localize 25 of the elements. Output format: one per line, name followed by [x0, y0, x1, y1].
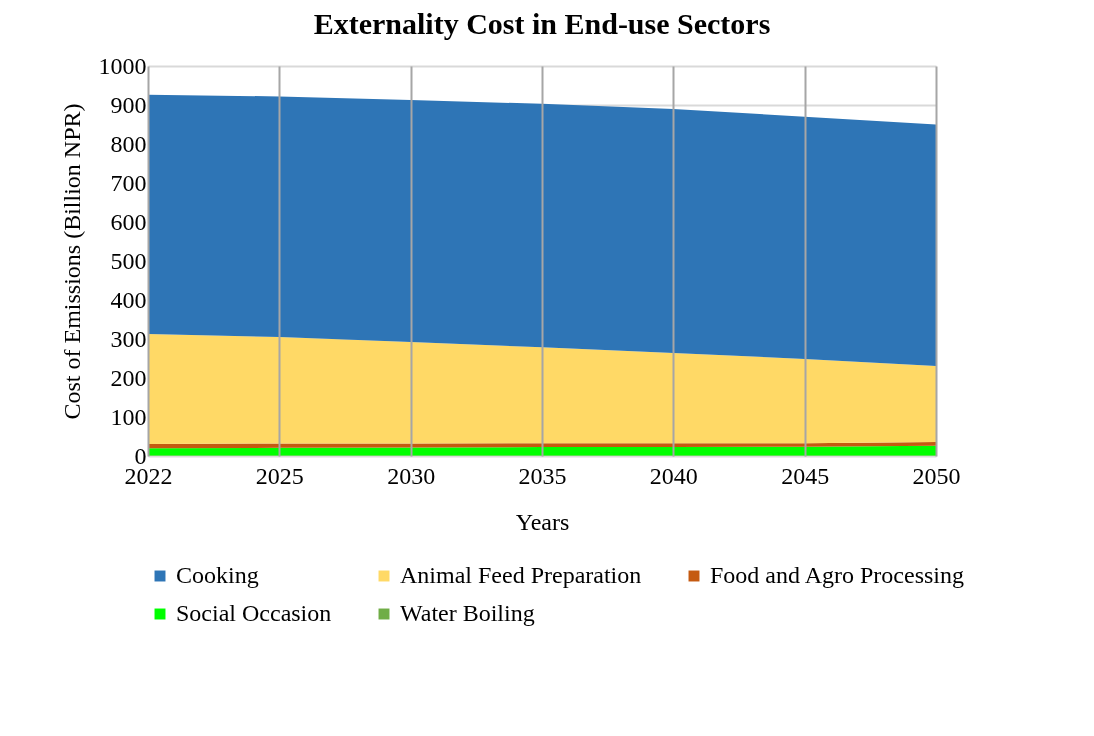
legend-label: Water Boiling — [400, 600, 535, 626]
y-tick-label: 800 — [110, 130, 147, 157]
x-axis-title: Years — [515, 508, 570, 535]
y-axis-title: Cost of Emissions (Billion NPR) — [58, 103, 85, 420]
legend-label: Food and Agro Processing — [710, 562, 964, 588]
x-tick-label: 2025 — [255, 462, 304, 489]
y-tick-label: 700 — [110, 169, 147, 196]
x-tick-label: 2035 — [518, 462, 567, 489]
x-tick-label: 2045 — [781, 462, 830, 489]
y-tick-label: 400 — [110, 286, 147, 313]
chart-title: Externality Cost in End-use Sectors — [313, 7, 771, 40]
x-tick-label: 2050 — [912, 462, 961, 489]
y-tick-label: 100 — [110, 403, 147, 430]
legend-label: Animal Feed Preparation — [400, 562, 642, 588]
y-tick-label: 200 — [110, 364, 147, 391]
y-tick-label: 900 — [110, 91, 147, 118]
y-tick-label: 300 — [110, 325, 147, 352]
x-tick-label: 2030 — [387, 462, 436, 489]
legend-label: Social Occasion — [176, 600, 332, 626]
legend-label: Cooking — [176, 562, 259, 588]
y-tick-label: 0 — [134, 442, 147, 469]
y-tick-label: 1000 — [98, 52, 147, 79]
y-tick-label: 600 — [110, 208, 147, 235]
x-tick-label: 2040 — [649, 462, 698, 489]
y-tick-label: 500 — [110, 247, 147, 274]
